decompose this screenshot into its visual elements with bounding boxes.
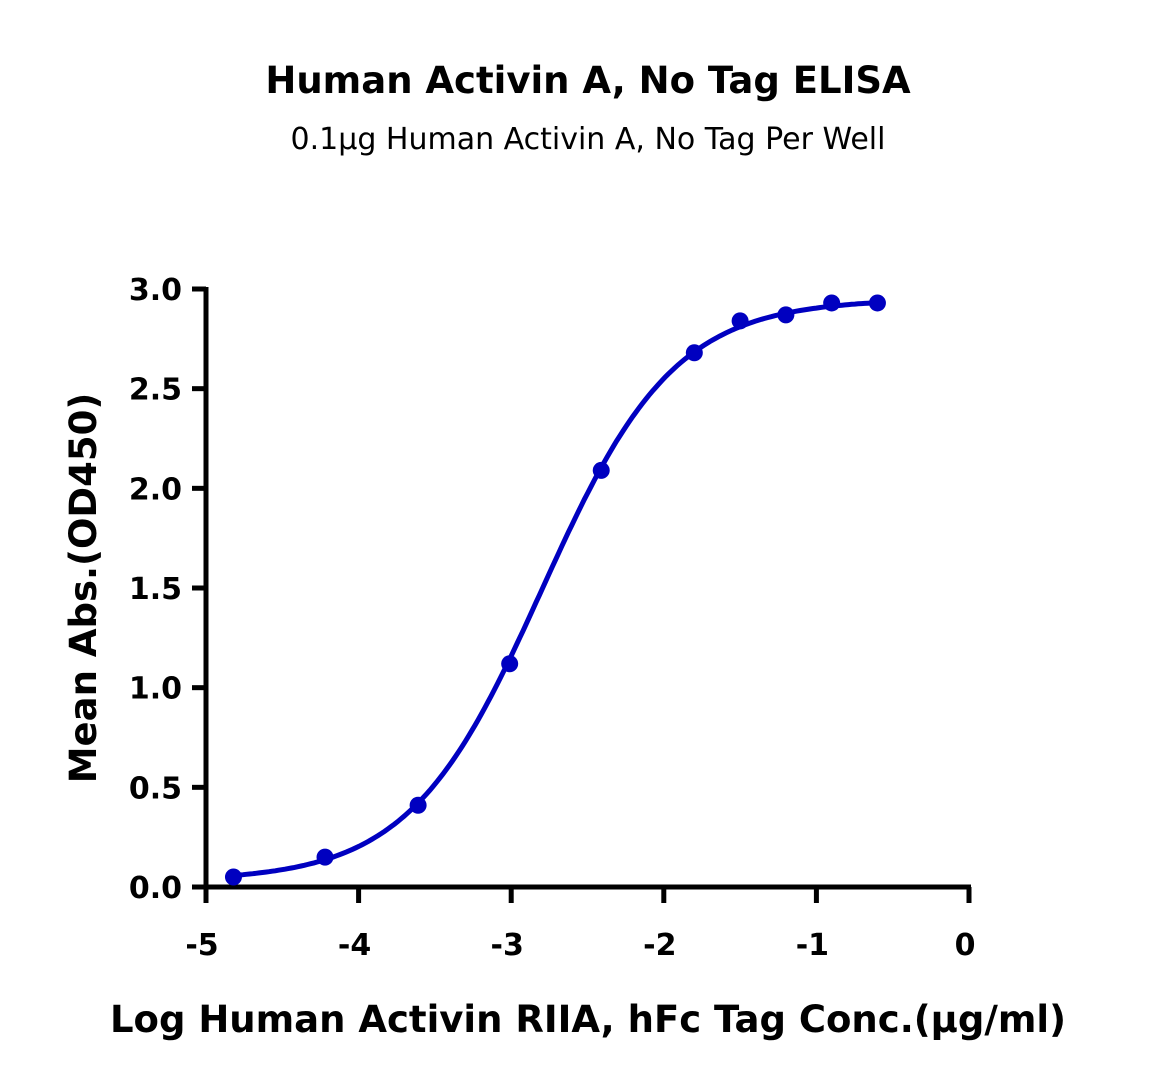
data-point	[501, 655, 519, 673]
data-point	[685, 344, 703, 362]
y-tick-label: 2.5	[129, 373, 182, 408]
x-tick-label: -1	[796, 928, 829, 963]
data-point	[777, 306, 795, 324]
data-point	[592, 461, 610, 479]
data-point	[409, 796, 427, 814]
axes: 0.0 0.5 1.0 1.5 2.0 2.5 3.0 -5 -4 -3 -2 -1 0	[129, 273, 976, 963]
chart-subtitle: 0.1μg Human Activin A, No Tag Per Well	[291, 122, 886, 157]
y-tick-label: 3.0	[129, 273, 182, 308]
x-tick-label: 0	[955, 928, 976, 963]
y-tick-label: 0.5	[129, 771, 182, 806]
plot-marks	[224, 294, 886, 886]
data-point	[224, 868, 242, 886]
x-tick-label: -4	[338, 928, 371, 963]
y-tick-label: 1.0	[129, 672, 182, 707]
y-tick-label: 0.0	[129, 871, 182, 906]
x-tick-label: -5	[185, 928, 218, 963]
data-point	[823, 294, 841, 312]
data-point	[316, 848, 334, 866]
data-point	[868, 294, 886, 312]
x-axis-label: Log Human Activin RIIA, hFc Tag Conc.(μg…	[110, 998, 1066, 1041]
y-tick-label: 1.5	[129, 572, 182, 607]
y-axis-label: Mean Abs.(OD450)	[62, 393, 105, 784]
x-tick-label: -2	[643, 928, 676, 963]
data-point	[731, 312, 749, 330]
chart-title: Human Activin A, No Tag ELISA	[265, 59, 911, 102]
x-tick-label: -3	[491, 928, 524, 963]
fit-curve	[233, 300, 878, 878]
y-tick-label: 2.0	[129, 472, 182, 507]
